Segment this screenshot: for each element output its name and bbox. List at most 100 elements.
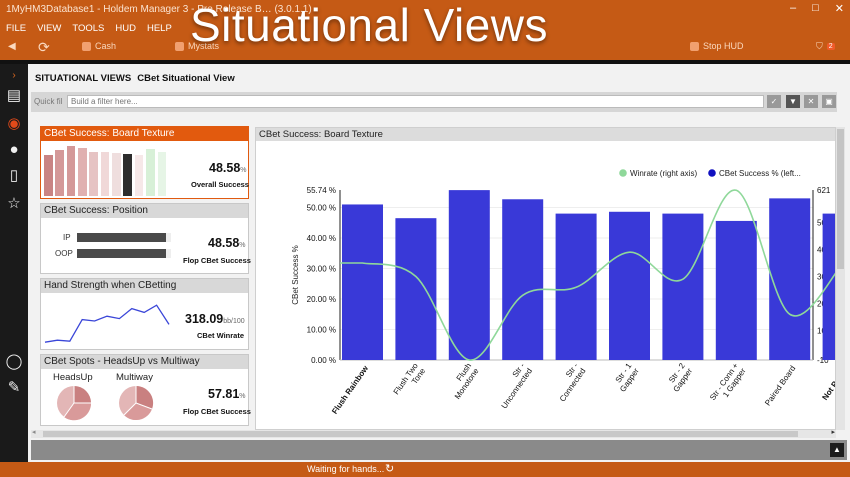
close-button[interactable]: ✕ [834,3,844,15]
quick-filter-bar: Quick fil ✓ ▼ ✕ ▣ [31,92,837,112]
clear-filter-x-icon[interactable]: ✕ [804,95,818,108]
mini-bar [89,151,98,196]
stop-hud-label: Stop HUD [703,41,744,51]
card-board-texture[interactable]: CBet Success: Board Texture 48.58% Overa… [40,126,249,199]
view-title: CBet Situational View [137,73,235,84]
y-axis-label: CBet Success % [291,245,300,305]
mini-bar [66,146,76,196]
card-title: Hand Strength when CBetting [41,279,248,293]
mini-bar [55,150,64,196]
x-tick-label: Str - 2Gapper [664,361,694,394]
card-title: CBet Success: Position [41,204,248,218]
value-unit: % [239,393,246,400]
mini-bar [146,149,155,196]
section-title: SITUATIONAL VIEWS [35,73,132,84]
x-tick-label: Paired Board [763,364,797,407]
bar [342,204,383,360]
card-value: 48.58% [208,236,246,250]
value-number: 48.58 [209,161,241,175]
notification-badge: 2 [826,43,835,50]
menu-help[interactable]: HELP [146,22,172,34]
legend-marker-winrate [619,169,627,177]
trend-line [44,304,170,343]
left-sidebar: › ▤ ◉ ● ▯ ☆ ◯ ✎ [0,64,28,462]
status-refresh-icon[interactable]: ↻ [385,463,395,475]
card-position[interactable]: CBet Success: Position IP OOP 48.58% Flo… [40,203,251,274]
overlay-title: Situational Views [190,0,548,51]
save-filter-icon[interactable]: ▣ [822,95,836,108]
bottom-panel-bar: ▲ [31,440,847,460]
ip-label: IP [63,233,71,242]
chat-bubble-icon[interactable]: ◯ [5,353,23,370]
hud-phone-icon[interactable]: ▯ [9,167,19,184]
chart-panel: CBet Success: Board Texture 0.00 % 10.00 … [255,127,836,430]
expand-chevron-icon[interactable]: › [12,70,16,81]
reports-icon[interactable]: ▤ [6,87,22,104]
back-arrow-icon: ◀ [8,41,16,52]
favorites-star-icon[interactable]: ☆ [7,195,21,212]
pie-slice [124,403,152,421]
menu-tools[interactable]: TOOLS [72,22,105,34]
board-texture-chart: 0.00 % 10.00 % 20.00 % 30.00 % 40.00 % 50.00 … [291,169,835,416]
bar [448,190,490,360]
refresh-button[interactable]: ⟳ [38,39,50,56]
notes-edit-icon[interactable]: ✎ [7,379,21,396]
card-headsup-multiway[interactable]: CBet Spots - HeadsUp vs Multiway HeadsUp… [40,354,251,426]
x-tick-label: Str - Conn +1 Gapper [708,361,748,407]
horizontal-scroll-thumb[interactable] [43,431,798,437]
filter-input[interactable] [67,95,764,108]
x-tick-label: Flush Rainbow [330,363,370,415]
vertical-scroll-thumb[interactable] [837,129,844,269]
card-subtitle: Overall Success [191,180,249,189]
notifications-button[interactable]: ⛉ 2 [816,41,835,52]
quick-filter-label: Quick fil [34,97,63,106]
scroll-right-icon[interactable]: ▸ [831,429,835,436]
mini-bar [78,148,87,196]
player-profile-icon[interactable]: ● [9,141,19,158]
y-tick-label: 20.00 % [307,295,336,304]
menu-bar: FILE VIEW TOOLS HUD HELP [0,20,850,36]
back-button[interactable]: ◀ [8,41,16,52]
scroll-left-icon[interactable]: ◂ [32,429,36,436]
pie-slice [64,403,92,421]
x-tick-label: FlushMonotone [445,361,480,401]
mystats-button[interactable]: Mystats [175,41,219,51]
card-subtitle: Flop CBet Success [183,256,251,265]
menu-view[interactable]: VIEW [37,22,62,34]
mini-bar [134,155,144,196]
legend-label-winrate: Winrate (right axis) [630,169,697,178]
vertical-scrollbar[interactable] [836,127,845,430]
card-title: CBet Spots - HeadsUp vs Multiway [41,355,248,369]
headsup-pie-chart [57,386,92,421]
cash-button[interactable]: Cash [82,41,116,51]
mini-bar [100,152,110,196]
card-value: 48.58% [209,161,247,175]
y2-tick-label: -10 [817,356,829,365]
card-value: 57.81% [208,387,246,401]
apply-filter-check-icon[interactable]: ✓ [767,95,781,108]
status-text: Waiting for hands... [307,464,385,474]
maximize-button[interactable]: □ [812,2,819,14]
window-title: 1MyHM3Database1 - Holdem Manager 3 - Pre… [6,4,312,15]
menu-file[interactable]: FILE [6,22,27,34]
page-heading: SITUATIONAL VIEWS CBet Situational View [35,73,235,84]
title-bar: 1MyHM3Database1 - Holdem Manager 3 - Pre… [0,0,850,20]
legend-marker-cbet [708,169,716,177]
situational-views-eye-icon[interactable]: ◉ [7,115,21,132]
pie-slice [74,386,91,403]
value-number: 57.81 [208,387,240,401]
value-unit: % [240,167,247,174]
card-title: CBet Success: Board Texture [41,127,248,141]
menu-hud[interactable]: HUD [115,22,136,34]
pie-slice [136,385,154,409]
cash-label: Cash [95,41,117,51]
horizontal-scrollbar[interactable]: ◂ ▸ [31,429,836,438]
x-tick-label: Str -Connected [550,361,587,403]
minimize-button[interactable]: – [790,2,797,14]
bar [609,211,650,360]
card-hand-strength[interactable]: Hand Strength when CBetting 318.09bb/100… [40,278,249,350]
ip-bar-track [77,233,171,242]
stop-hud-button[interactable]: Stop HUD [690,41,744,51]
scroll-to-top-icon[interactable]: ▲ [830,443,844,457]
filter-funnel-button[interactable]: ▼ [786,95,800,108]
